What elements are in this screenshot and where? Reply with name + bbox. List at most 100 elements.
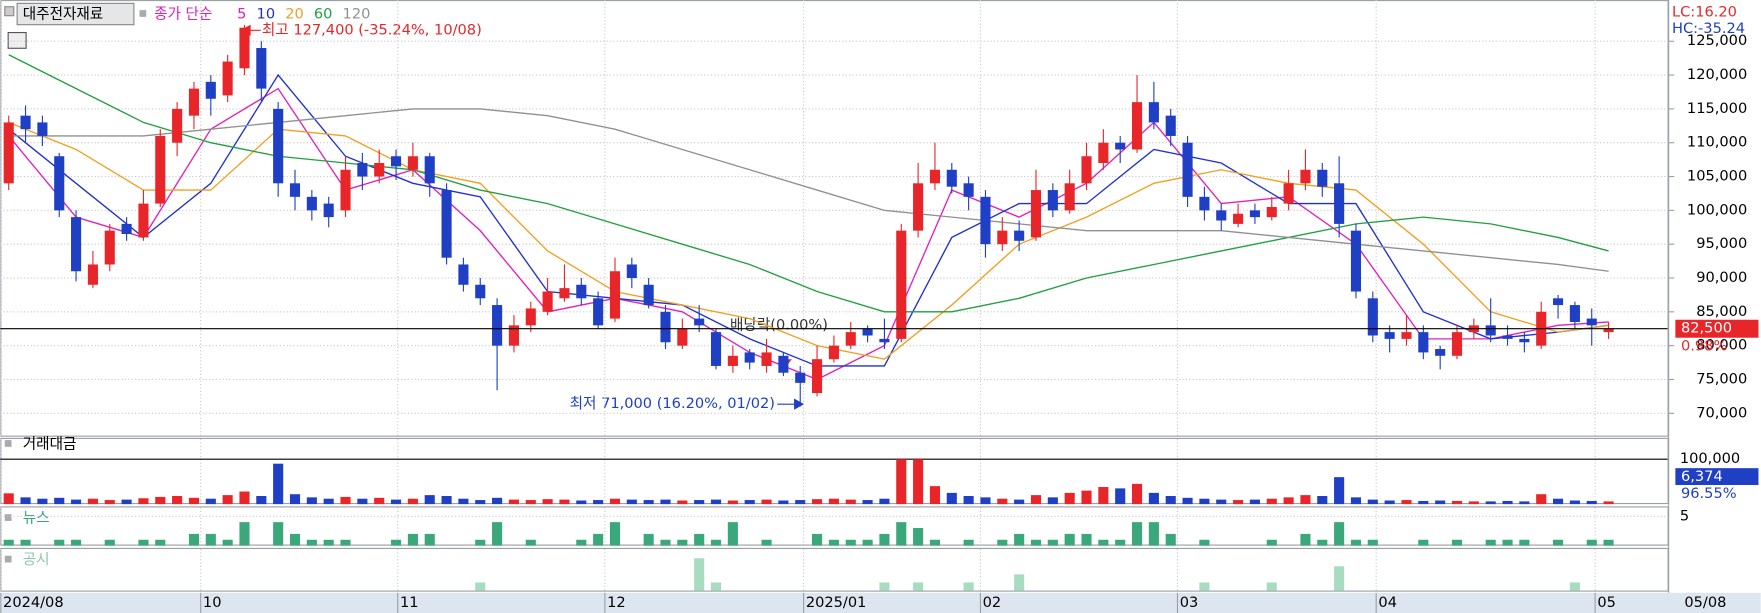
panel-bar — [845, 499, 856, 505]
candle-body — [1266, 206, 1277, 218]
panel-bar — [1014, 574, 1025, 591]
candle-body — [1148, 102, 1159, 123]
panel-bar — [626, 499, 637, 505]
panel-bar — [929, 486, 941, 505]
panel-bar — [1165, 496, 1176, 505]
panel-bar — [542, 499, 553, 505]
panel-bar — [1115, 539, 1126, 546]
candle-body — [812, 359, 823, 393]
candle-body — [323, 203, 334, 218]
panel-bar — [913, 582, 924, 591]
panel-bar — [1030, 539, 1042, 546]
panel-bar — [1451, 500, 1463, 505]
candle-body — [424, 156, 435, 184]
candle-body — [1300, 169, 1311, 184]
panel-bar — [643, 500, 654, 505]
candle-body — [340, 169, 351, 211]
menu-icon[interactable] — [4, 6, 15, 17]
legend-entry: 10 — [257, 6, 276, 23]
candle-body — [1081, 156, 1092, 184]
panel-bar — [1569, 500, 1580, 505]
panel-bar — [104, 500, 115, 505]
last-date: 05/08 — [1684, 594, 1726, 611]
panel-bar — [1350, 497, 1362, 505]
candle-body — [87, 264, 98, 285]
candle-body — [172, 108, 183, 143]
stock-box[interactable] — [16, 2, 135, 26]
candle-body — [1485, 325, 1496, 336]
candle-body — [1131, 102, 1143, 150]
x-tick-label: 2025/01 — [806, 594, 867, 611]
panel-bar — [340, 496, 351, 505]
panel-bar — [138, 498, 149, 505]
panel-bar — [1586, 539, 1597, 546]
panel-bar — [929, 539, 941, 546]
candle-body — [1586, 318, 1597, 326]
panel-bar — [458, 498, 469, 505]
candle-body — [508, 325, 519, 346]
panel-bar — [946, 492, 957, 505]
panel-bar — [1283, 497, 1294, 505]
panel-bar — [256, 496, 267, 505]
panel-bar — [54, 497, 65, 505]
candle-body — [1115, 142, 1126, 150]
panel-bar — [761, 539, 772, 546]
panel-bar — [424, 533, 435, 546]
panel-bar — [1014, 499, 1025, 505]
panel-bar — [1451, 539, 1463, 546]
candle-body — [1182, 142, 1193, 197]
current-price-box — [1675, 319, 1759, 338]
candle-body — [222, 61, 233, 96]
panel-bar — [390, 499, 402, 505]
candle-body — [1064, 183, 1075, 211]
candle-body — [1165, 115, 1176, 136]
panel-bar — [1334, 522, 1345, 546]
panel-bar — [828, 539, 839, 546]
panel-bar — [239, 522, 250, 546]
panel-bar — [1317, 496, 1328, 505]
y-tick-label: 100,000 — [1687, 201, 1747, 218]
candle-body — [913, 183, 924, 231]
candle-body — [1334, 183, 1345, 224]
candle-body — [744, 352, 755, 363]
x-tick-label: 11 — [400, 594, 419, 611]
candle-body — [104, 230, 115, 265]
panel-title: 뉴스 — [23, 510, 50, 527]
panel-bar — [188, 497, 200, 505]
candle-body — [1098, 142, 1109, 164]
panel-bar — [20, 539, 31, 546]
panel-bar — [1165, 533, 1176, 546]
panel-bar — [997, 498, 1008, 505]
panel-bar — [1266, 582, 1277, 591]
candle-body — [1249, 210, 1260, 218]
x-tick-label: 2024/08 — [3, 594, 64, 611]
candle-body — [576, 284, 587, 299]
panel-icon — [4, 440, 12, 447]
candle-body — [1401, 332, 1412, 339]
candle-body — [390, 156, 402, 167]
panel-bar — [155, 496, 166, 505]
panel-bar — [188, 533, 200, 546]
panel-bar — [643, 533, 654, 546]
stock-name: 대주전자재료 — [23, 6, 103, 23]
panel-bar — [205, 533, 216, 546]
panel-bar — [879, 498, 890, 505]
candle-body — [525, 308, 536, 326]
candle-body — [407, 156, 418, 170]
table-icon[interactable] — [7, 31, 27, 49]
panel-bar — [1081, 533, 1092, 546]
panel-bar — [525, 539, 536, 546]
panel-bar — [896, 522, 907, 546]
panel-bar — [1064, 533, 1075, 546]
panel-bar — [1367, 539, 1378, 546]
panel-bar — [576, 539, 587, 546]
panel-bar — [812, 533, 823, 546]
candle-body — [1350, 230, 1362, 292]
candle-body — [1553, 298, 1564, 306]
candle-body — [795, 372, 806, 383]
panel-bar — [1233, 500, 1244, 505]
panel-bar — [1199, 498, 1210, 505]
x-tick-label: 05 — [1597, 594, 1616, 611]
candle-body — [289, 183, 301, 197]
panel-bar — [1115, 488, 1126, 505]
